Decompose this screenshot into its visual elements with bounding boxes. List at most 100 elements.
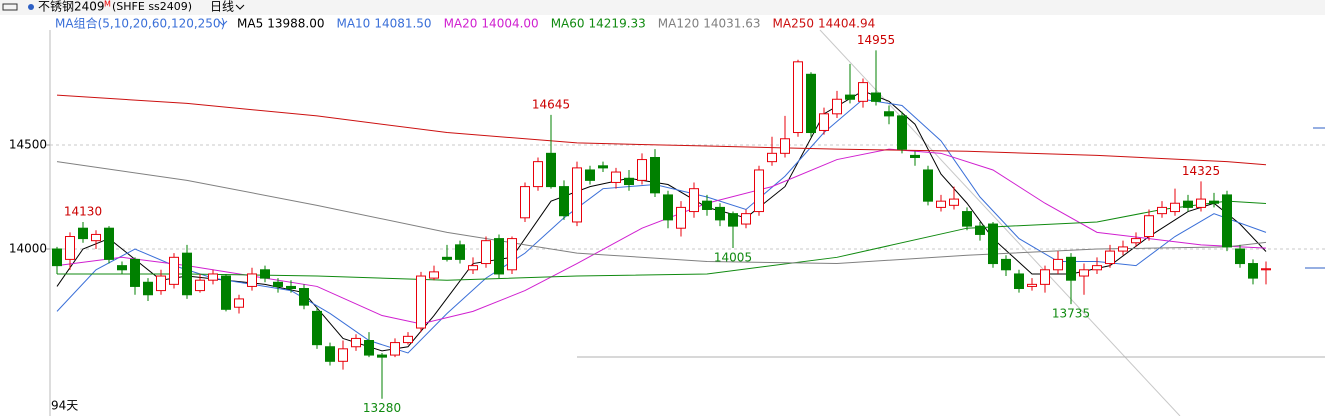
candle-body xyxy=(754,169,764,213)
candle-body xyxy=(429,271,439,279)
candle-body xyxy=(494,238,504,275)
high-label: 14955 xyxy=(857,33,895,47)
candle-body xyxy=(1170,202,1180,213)
candle-body xyxy=(1183,200,1193,208)
candle-body xyxy=(611,171,621,183)
candle-body xyxy=(806,73,816,134)
candle-body xyxy=(702,200,712,210)
candle-body xyxy=(572,167,582,223)
candle-body xyxy=(988,223,998,265)
candle-body xyxy=(273,281,283,287)
candle-body xyxy=(143,281,153,296)
candle-body xyxy=(1079,269,1089,277)
candle-body xyxy=(1196,198,1206,208)
candle-body xyxy=(897,115,907,150)
candle-body xyxy=(832,98,842,115)
candle-body xyxy=(78,227,88,240)
legend-value: 13988.00 xyxy=(267,17,324,31)
candle-body xyxy=(520,186,530,219)
candle-body xyxy=(585,169,595,181)
candle-body xyxy=(1261,268,1271,271)
period[interactable]: 日线 xyxy=(210,0,234,14)
toolbar-icon[interactable] xyxy=(2,3,18,11)
candle-body xyxy=(1001,258,1011,271)
candle-body xyxy=(442,256,452,260)
candle-body xyxy=(299,288,309,306)
candle-body xyxy=(416,275,426,329)
candle-body xyxy=(858,82,868,102)
candle-body xyxy=(1027,283,1037,287)
candle-body xyxy=(1248,263,1258,279)
candle-body xyxy=(52,248,62,267)
candle-body xyxy=(104,227,114,260)
candle-body xyxy=(247,273,257,287)
candle-body xyxy=(208,273,218,281)
candle-body xyxy=(715,206,725,221)
top-bar xyxy=(0,0,1325,15)
candle-body xyxy=(1157,206,1167,215)
candle-body xyxy=(546,152,556,188)
candle-body xyxy=(819,113,829,131)
candle-body xyxy=(975,225,985,235)
candle-body xyxy=(689,188,699,213)
candle-body xyxy=(949,198,959,206)
candle-body xyxy=(260,269,270,279)
ma-group[interactable]: MA组合(5,10,20,60,120,250) xyxy=(55,16,225,31)
candle-body xyxy=(351,337,361,348)
candle-body xyxy=(741,213,751,225)
candle-body xyxy=(156,275,166,292)
high-label: 14645 xyxy=(532,97,570,111)
legend-name: MA60 xyxy=(551,17,585,31)
badge: M xyxy=(104,0,111,9)
candle-body xyxy=(884,111,894,117)
candle-body xyxy=(624,177,634,186)
symbol: 不锈钢2409 xyxy=(38,0,105,14)
candle-body xyxy=(364,340,374,356)
ma-line xyxy=(56,161,1267,265)
candle-body xyxy=(1209,200,1219,204)
legend-value: 14081.50 xyxy=(374,17,431,31)
status-dot xyxy=(28,4,34,10)
legend-value: 14404.94 xyxy=(818,17,875,31)
y-tick-label: 14000 xyxy=(9,241,47,255)
ma-group-dropdown[interactable] xyxy=(218,20,228,26)
candle-body xyxy=(65,236,75,260)
candle-body xyxy=(1131,238,1141,244)
legend-name: MA120 xyxy=(658,17,699,31)
candle-body xyxy=(234,298,244,308)
candle-body xyxy=(403,335,413,344)
candle-body xyxy=(507,238,517,271)
candle-body xyxy=(1222,194,1232,248)
legend-name: MA20 xyxy=(444,17,478,31)
candle-body xyxy=(559,186,569,217)
ma-line xyxy=(56,94,1267,166)
legend-name: MA5 xyxy=(237,17,263,31)
candle-body xyxy=(1105,250,1115,265)
candle-body xyxy=(169,256,179,285)
candle-body xyxy=(481,240,491,265)
candle-body xyxy=(455,244,465,260)
high-label: 14325 xyxy=(1182,164,1220,178)
legend-name: MA250 xyxy=(773,17,814,31)
candle-body xyxy=(910,154,920,158)
candle-body xyxy=(130,258,140,287)
candle-body xyxy=(390,342,400,356)
ma-line xyxy=(56,148,1267,325)
candle-body xyxy=(962,211,972,227)
low-label: 13280 xyxy=(363,401,401,415)
low-label: 14005 xyxy=(714,250,752,264)
period-dropdown[interactable] xyxy=(235,4,245,10)
legend-name: MA10 xyxy=(336,17,370,31)
candle-body xyxy=(598,165,608,169)
y-tick-label: 14500 xyxy=(9,138,47,152)
candle-body xyxy=(637,159,647,181)
candle-body xyxy=(1040,269,1050,285)
symbol-code: (SHFE ss2409) xyxy=(112,0,192,13)
candle-body xyxy=(1144,215,1154,238)
low-label: 13735 xyxy=(1052,307,1090,321)
candle-body xyxy=(338,348,348,362)
candle-body xyxy=(663,194,673,221)
candle-body xyxy=(377,354,387,358)
candle-body xyxy=(1118,246,1128,252)
